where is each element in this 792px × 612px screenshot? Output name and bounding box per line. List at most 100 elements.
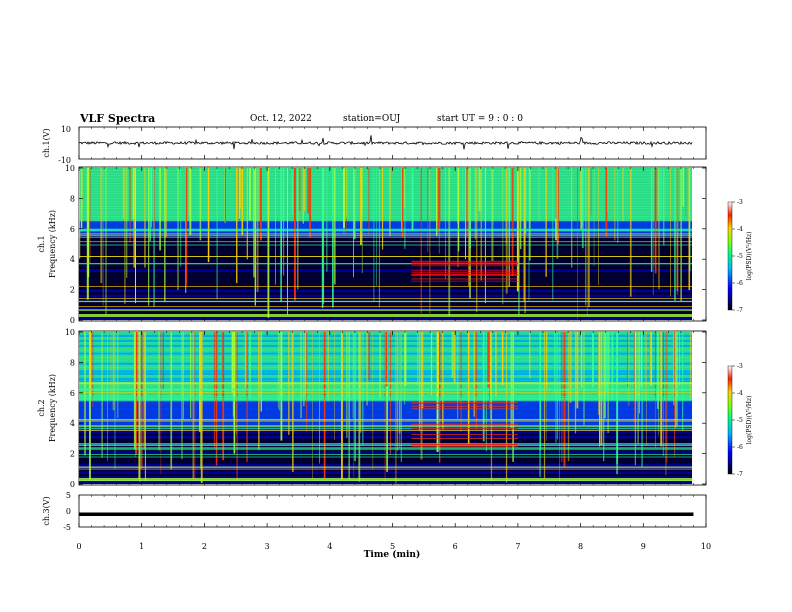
sferic-streak (598, 332, 599, 415)
sferic-streak (249, 168, 251, 221)
enhanced-emission (411, 405, 518, 407)
sferic-streak (430, 332, 433, 395)
spectrogram-band (79, 200, 692, 204)
sferic-streak (474, 168, 476, 240)
sferic-streak (569, 332, 572, 403)
low-frequency-band (79, 478, 692, 481)
sferic-streak (592, 332, 594, 388)
sferic-streak (453, 332, 456, 383)
date-label: Oct. 12, 2022 (250, 114, 312, 124)
sferic-streak (112, 332, 115, 411)
ch1-spec-label: ch.1 (37, 235, 46, 252)
sferic-streak (207, 168, 210, 263)
narrowband-line (79, 445, 692, 446)
spectrogram-band (79, 180, 692, 184)
sferic-streak (89, 332, 91, 480)
sferic-streak (194, 332, 196, 481)
sferic-streak (267, 168, 270, 318)
sferic-streak (291, 168, 293, 215)
sferic-streak (502, 168, 504, 305)
ch2-spec-label: ch.2 (37, 399, 46, 416)
sferic-streak (126, 168, 128, 278)
sferic-streak (439, 332, 441, 463)
sferic-streak (682, 332, 684, 431)
sferic-streak (657, 168, 659, 215)
spectrogram-band (79, 269, 692, 273)
enhanced-emission (411, 423, 518, 425)
narrowband-line (79, 430, 692, 431)
sferic-streak (650, 332, 652, 386)
sferic-streak (92, 332, 94, 407)
sferic-streak (593, 168, 595, 267)
sferic-streak (162, 332, 164, 390)
sferic-streak (576, 332, 579, 409)
narrowband-line (79, 286, 692, 287)
sferic-streak (360, 168, 362, 246)
sferic-streak (520, 168, 522, 250)
enhanced-emission (411, 444, 518, 446)
sferic-streak (476, 168, 478, 313)
sferic-streak (478, 168, 481, 212)
sferic-streak (149, 168, 151, 242)
sferic-streak (545, 168, 547, 277)
sferic-streak (404, 332, 407, 386)
spectrogram-band (79, 294, 692, 298)
sferic-streak (468, 168, 470, 287)
narrowband-line (79, 456, 692, 458)
sferic-streak (354, 168, 356, 240)
sferic-streak (582, 168, 583, 227)
sferic-streak (420, 332, 423, 460)
sferic-streak (510, 332, 512, 429)
sferic-streak (225, 168, 226, 223)
sferic-streak (590, 168, 592, 216)
sferic-streak (676, 168, 679, 295)
enhanced-emission (411, 278, 518, 280)
sferic-streak (482, 332, 485, 442)
narrowband-line (79, 300, 692, 302)
enhanced-emission (411, 262, 518, 264)
enhanced-emission (411, 273, 518, 275)
x-tick-label: 1 (139, 542, 144, 551)
enhanced-emission (411, 427, 518, 429)
sferic-streak (140, 332, 143, 469)
sferic-streak (346, 332, 348, 438)
narrowband-line (79, 383, 692, 385)
sferic-streak (323, 168, 325, 304)
sferic-streak (616, 332, 619, 475)
y-tick-label: 0 (70, 480, 75, 489)
sferic-streak (557, 332, 558, 440)
sferic-streak (300, 332, 302, 419)
sferic-streak (634, 332, 636, 466)
sferic-streak (291, 332, 292, 388)
sferic-streak (465, 168, 468, 236)
x-tick-label: 9 (641, 542, 646, 551)
colorbar-ch2-label: log(PSD)(V²/Hz) (746, 396, 753, 445)
sferic-streak (280, 332, 283, 441)
narrowband-line (79, 390, 692, 392)
sferic-streak (309, 168, 312, 237)
sferic-streak (239, 168, 242, 210)
sferic-streak (489, 332, 490, 409)
y-tick-label: 4 (70, 255, 75, 264)
colorbar-ch1: -3 -4 -5 -6 -7 log(PSD)(V²/Hz) (727, 199, 753, 314)
x-tick-label: 7 (515, 542, 520, 551)
sferic-streak (376, 168, 377, 286)
spectrogram-band (79, 481, 692, 484)
sferic-streak (543, 332, 546, 479)
sferic-streak (546, 332, 547, 441)
colorbar-tick-label: -7 (737, 471, 743, 478)
spectrogram-band (79, 185, 692, 189)
sferic-streak (346, 168, 348, 218)
sferic-streak (100, 168, 103, 283)
sferic-streak (571, 168, 573, 268)
sferic-streak (605, 332, 608, 393)
sferic-streak (451, 332, 454, 378)
colorbar-tick-label: -3 (737, 363, 743, 370)
sferic-streak (249, 332, 251, 398)
narrowband-line (79, 397, 692, 399)
narrowband-line (79, 400, 692, 402)
sferic-streak (312, 332, 313, 480)
colorbar-tick-label: -5 (737, 253, 743, 260)
sferic-streak (640, 332, 642, 388)
